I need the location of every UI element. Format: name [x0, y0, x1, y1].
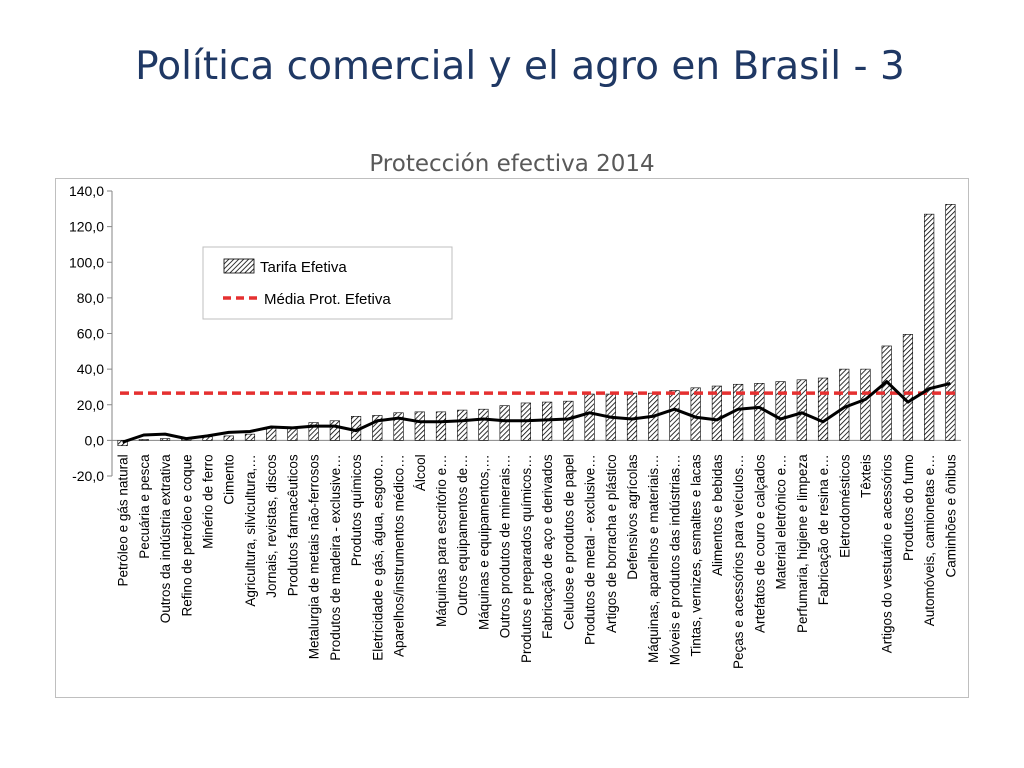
- category-label: Petróleo e gás natural: [116, 454, 131, 586]
- category-label: Refino de petróleo e coque: [179, 454, 194, 616]
- bar-tarifa-efetiva: [308, 422, 319, 441]
- bar-tarifa-efetiva: [711, 385, 722, 441]
- bar-tarifa-efetiva: [244, 433, 256, 441]
- category-label: Alimentos e bebidas: [710, 454, 725, 576]
- bar-tarifa-efetiva: [584, 393, 595, 441]
- category-label: Produtos do fumo: [901, 454, 916, 561]
- category-label: Máquinas e equipamentos,…: [476, 454, 491, 630]
- bars-layer: [117, 204, 956, 447]
- legend-box: [202, 246, 453, 320]
- legend: Tarifa Efetiva Média Prot. Efetiva: [202, 246, 453, 320]
- bar-tarifa-efetiva: [372, 415, 383, 441]
- bar-tarifa-efetiva: [159, 438, 171, 441]
- category-label: Pecuária e pesca: [137, 454, 152, 559]
- bar-tarifa-efetiva: [690, 387, 701, 441]
- bar-tarifa-efetiva: [626, 392, 638, 441]
- bar-tarifa-efetiva: [902, 334, 914, 441]
- legend-label-media-prot-efetiva: Média Prot. Efetiva: [264, 291, 391, 308]
- y-tick-label: 100,0: [69, 254, 104, 270]
- chart-svg: -20,00,020,040,060,080,0100,0120,0140,0 …: [69, 151, 961, 669]
- category-label: Perfumaria, higiene e limpeza: [795, 454, 810, 633]
- bar-tarifa-efetiva: [457, 409, 468, 441]
- bar-tarifa-efetiva: [393, 412, 404, 441]
- chart-area: -20,0 0,0 20,0 40,0 60,0 80,0 100,0 120,0 140,0 …: [55, 151, 969, 698]
- category-label: Metalurgia de metais não-ferrosos: [307, 454, 322, 659]
- category-label: Máquinas, aparelhos e materiais…: [646, 454, 661, 663]
- category-label: Caminhões e ônibus: [943, 454, 958, 577]
- category-label: Eletricidade e gás, água, esgoto…: [370, 454, 385, 660]
- category-label: Tintas, vernizes, esmaltes e lacas: [689, 454, 704, 656]
- bar-tarifa-efetiva: [499, 405, 510, 441]
- bar-tarifa-efetiva: [563, 400, 574, 441]
- category-label: Eletrodomésticos: [837, 454, 852, 558]
- y-tick-label: 120,0: [69, 219, 104, 235]
- slide-title: Política comercial y el agro en Brasil -…: [135, 44, 905, 89]
- bar-tarifa-efetiva: [329, 420, 340, 441]
- chart-title: Protección efectiva 2014: [369, 151, 654, 177]
- category-labels-layer: Petróleo e gás natural Pecuária e pesca Ou…: [116, 454, 959, 669]
- y-tick-label: 20,0: [77, 397, 104, 413]
- bar-tarifa-efetiva: [945, 204, 956, 441]
- category-label: Material eletrônico e…: [774, 454, 789, 589]
- category-label: Fabricação de resina e…: [816, 454, 831, 605]
- category-label: Outros produtos de minerais…: [498, 454, 513, 638]
- bar-tarifa-efetiva: [117, 440, 128, 447]
- bar-tarifa-efetiva: [414, 411, 425, 441]
- category-label: Aparelhos/instrumentos médico…: [392, 454, 407, 657]
- y-tick-label: 60,0: [77, 326, 104, 342]
- bar-tarifa-efetiva: [775, 381, 786, 441]
- category-label: Fabricação de aço e derivados: [540, 454, 555, 639]
- y-tick-label: 40,0: [77, 361, 104, 377]
- bar-tarifa-efetiva: [266, 427, 277, 441]
- y-tick-label: 0,0: [85, 432, 105, 448]
- line-series: [122, 380, 951, 444]
- category-label: Cimento: [222, 454, 237, 504]
- category-label: Produtos de metal - exclusive…: [583, 454, 598, 645]
- y-tick-label: -20,0: [72, 468, 104, 484]
- category-label: Produtos farmacêuticos: [285, 454, 300, 596]
- bar-tarifa-efetiva: [924, 213, 935, 441]
- category-label: Álcool: [413, 454, 428, 491]
- bar-tarifa-efetiva: [817, 377, 829, 441]
- bar-tarifa-efetiva: [223, 435, 234, 441]
- line-series-layer: [122, 380, 951, 444]
- category-label: Produtos de madeira - exclusive…: [328, 454, 343, 660]
- legend-swatch-tarifa-efetiva: [223, 258, 255, 274]
- category-label: Peças e acessórios para veículos…: [731, 454, 746, 669]
- bar-tarifa-efetiva: [138, 439, 149, 441]
- category-label: Têxteis: [858, 454, 873, 498]
- bar-tarifa-efetiva: [860, 368, 871, 441]
- bar-tarifa-efetiva: [754, 383, 765, 441]
- bar-tarifa-efetiva: [669, 390, 680, 441]
- bar-tarifa-efetiva: [435, 411, 447, 441]
- y-tick-label: 140,0: [69, 183, 104, 199]
- axes-layer: -20,0 0,0 20,0 40,0 60,0 80,0 100,0 120,0 140,0: [69, 183, 961, 484]
- category-label: Máquinas para escritório e…: [434, 454, 449, 627]
- y-tick-label: 80,0: [77, 290, 104, 306]
- category-label: Agricultura, silvicultura,…: [243, 454, 258, 606]
- category-label: Outros equipamentos de…: [455, 454, 470, 615]
- category-label: Artigos de borracha e plástico: [604, 454, 619, 633]
- category-label: Produtos e preparados químicos…: [519, 454, 534, 663]
- category-label: Defensivos agrícolas: [625, 454, 640, 580]
- category-label: Outros da indústria extrativa: [158, 454, 173, 623]
- category-label: Artigos do vestuário e acessórios: [880, 454, 895, 653]
- bar-tarifa-efetiva: [796, 379, 807, 441]
- category-label: Jornais, revistas, discos: [264, 454, 279, 598]
- legend-label-tarifa-efetiva: Tarifa Efetiva: [260, 259, 347, 276]
- category-label: Automóveis, camionetas e…: [922, 454, 937, 626]
- category-label: Produtos químicos: [349, 454, 364, 566]
- category-label: Celulose e produtos de papel: [561, 454, 576, 630]
- bar-tarifa-efetiva: [478, 408, 489, 441]
- category-label: Móveis e produtos das indústrias…: [667, 454, 682, 665]
- category-label: Minério de ferro: [201, 454, 216, 549]
- category-label: Artefatos de couro e calçados: [752, 454, 767, 633]
